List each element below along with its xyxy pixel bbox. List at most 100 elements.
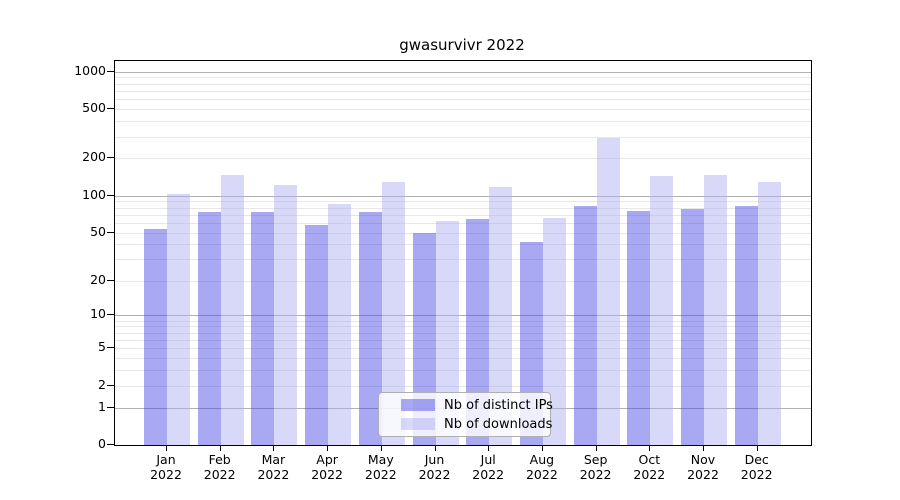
gridline-major-1000 — [115, 71, 811, 73]
gridline-minor-7 — [115, 332, 811, 334]
gridline-minor-900 — [115, 77, 811, 79]
bar-downloads-jun — [435, 221, 459, 445]
ytick-mark-10 — [107, 314, 114, 316]
bar-downloads-apr — [328, 204, 352, 445]
legend-swatch-distinct-ips — [401, 399, 435, 411]
bar-distinct-ips-feb — [197, 212, 221, 445]
gridline-minor-8 — [115, 326, 811, 328]
ytick-mark-500 — [107, 108, 114, 110]
gridline-minor-3 — [115, 370, 811, 372]
gridline-minor-20 — [115, 280, 811, 282]
ytick-mark-20 — [107, 279, 114, 281]
ytick-mark-2 — [107, 384, 114, 386]
plot-area: Nb of distinct IPs Nb of downloads — [114, 60, 812, 446]
xtick-label-jan: Jan 2022 — [150, 452, 182, 482]
bar-downloads-may — [381, 182, 405, 445]
xtick-mark-aug — [541, 445, 543, 451]
ytick-mark-5 — [107, 347, 114, 349]
bar-distinct-ips-dec — [734, 206, 758, 445]
gridline-minor-70 — [115, 214, 811, 216]
ytick-mark-1 — [107, 406, 114, 408]
xtick-mark-jan — [166, 445, 167, 451]
ytick-label-1000: 1000 — [74, 62, 106, 78]
ytick-mark-50 — [107, 231, 114, 233]
bar-downloads-aug — [542, 217, 566, 445]
ytick-label-50: 50 — [90, 223, 106, 239]
gridline-minor-600 — [115, 99, 811, 101]
xtick-label-jul: Jul 2022 — [472, 452, 505, 482]
bar-distinct-ips-jan — [144, 229, 167, 445]
bar-downloads-sep — [596, 138, 620, 445]
xtick-mark-dec — [756, 445, 758, 451]
legend-label-distinct-ips: Nb of distinct IPs — [444, 397, 553, 413]
legend-entry-distinct-ips: Nb of distinct IPs — [401, 398, 553, 413]
ytick-mark-1000 — [107, 70, 114, 72]
xtick-label-may: May 2022 — [364, 452, 397, 482]
ytick-label-200: 200 — [82, 149, 106, 165]
xtick-mark-sep — [595, 445, 597, 451]
gridline-minor-5 — [115, 348, 811, 350]
xtick-label-oct: Oct 2022 — [633, 452, 666, 482]
bar-downloads-jan — [167, 193, 190, 445]
ytick-label-100: 100 — [82, 186, 106, 202]
ytick-label-500: 500 — [82, 100, 106, 116]
ytick-label-2: 2 — [98, 376, 106, 392]
bar-distinct-ips-jun — [412, 232, 436, 445]
xtick-mark-oct — [649, 445, 651, 451]
ytick-label-20: 20 — [90, 271, 106, 287]
bar-downloads-mar — [274, 184, 298, 445]
legend-label-downloads: Nb of downloads — [444, 416, 553, 432]
legend-entry-downloads: Nb of downloads — [401, 417, 552, 432]
gridline-minor-300 — [115, 136, 811, 138]
xtick-mark-jun — [434, 445, 436, 451]
ytick-label-1: 1 — [98, 398, 106, 414]
xtick-label-nov: Nov 2022 — [687, 452, 719, 482]
ytick-mark-100 — [107, 194, 114, 196]
xtick-label-dec: Dec 2022 — [740, 452, 773, 482]
gridline-minor-500 — [115, 109, 811, 111]
legend-swatch-downloads — [401, 418, 435, 430]
bar-distinct-ips-may — [358, 212, 382, 445]
gridline-minor-2 — [115, 385, 811, 387]
chart-title: gwasurvivr 2022 — [399, 36, 525, 54]
gridline-minor-40 — [115, 244, 811, 246]
gridline-minor-60 — [115, 222, 811, 224]
xtick-mark-may — [380, 445, 382, 451]
gridline-minor-90 — [115, 201, 811, 203]
xtick-label-jun: Jun 2022 — [418, 452, 451, 482]
ytick-mark-200 — [107, 157, 114, 159]
ytick-mark-0 — [107, 444, 114, 445]
gridline-major-10 — [115, 315, 811, 317]
bar-distinct-ips-apr — [305, 224, 329, 445]
ytick-label-5: 5 — [98, 339, 106, 355]
bar-distinct-ips-sep — [573, 205, 597, 445]
bar-downloads-oct — [650, 176, 674, 445]
bar-downloads-feb — [220, 174, 244, 445]
xtick-mark-apr — [327, 445, 329, 451]
xtick-label-sep: Sep 2022 — [579, 452, 612, 482]
xtick-mark-mar — [273, 445, 275, 451]
gridline-minor-800 — [115, 83, 811, 85]
gridline-minor-50 — [115, 232, 811, 234]
xtick-label-mar: Mar 2022 — [257, 452, 290, 482]
gridline-minor-30 — [115, 259, 811, 261]
xtick-label-aug: Aug 2022 — [525, 452, 558, 482]
gridline-minor-200 — [115, 158, 811, 160]
xtick-mark-nov — [703, 445, 704, 451]
bar-distinct-ips-oct — [627, 211, 651, 445]
bar-distinct-ips-jul — [466, 218, 490, 445]
bar-downloads-dec — [757, 181, 781, 445]
bar-distinct-ips-mar — [251, 212, 275, 445]
xtick-mark-feb — [219, 445, 221, 451]
xtick-mark-jul — [488, 445, 490, 451]
ytick-label-0: 0 — [98, 436, 106, 451]
gridline-minor-400 — [115, 121, 811, 123]
gridline-major-100 — [115, 195, 811, 197]
bar-downloads-jul — [489, 187, 513, 445]
gridline-minor-6 — [115, 339, 811, 341]
ytick-label-10: 10 — [90, 306, 106, 322]
gridline-minor-9 — [115, 320, 811, 322]
gridline-minor-4 — [115, 358, 811, 359]
legend: Nb of distinct IPs Nb of downloads — [378, 392, 553, 437]
